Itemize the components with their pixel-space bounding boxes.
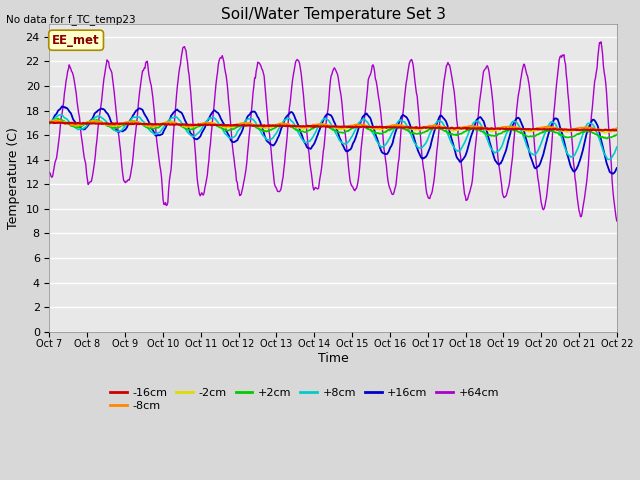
Y-axis label: Temperature (C): Temperature (C) — [7, 127, 20, 229]
Text: EE_met: EE_met — [52, 34, 100, 47]
X-axis label: Time: Time — [318, 352, 349, 365]
Legend: -16cm, -8cm, -2cm, +2cm, +8cm, +16cm, +64cm: -16cm, -8cm, -2cm, +2cm, +8cm, +16cm, +6… — [106, 384, 504, 416]
Text: No data for f_TC_temp23: No data for f_TC_temp23 — [6, 14, 136, 25]
Title: Soil/Water Temperature Set 3: Soil/Water Temperature Set 3 — [221, 7, 445, 22]
